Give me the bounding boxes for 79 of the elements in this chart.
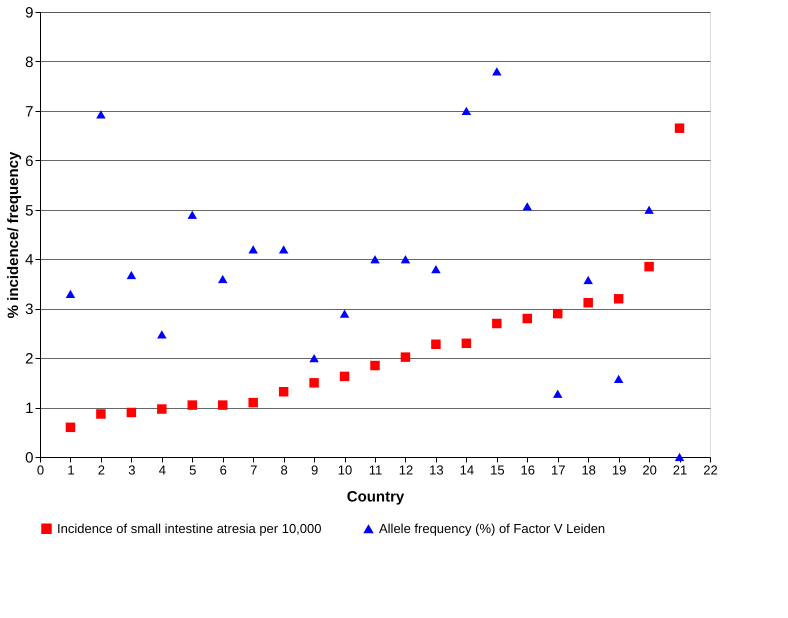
y-tick-label: 1 [25, 400, 34, 418]
x-tick-label: 0 [36, 462, 44, 478]
point [431, 265, 441, 274]
point [492, 67, 502, 76]
x-tick-label: 9 [310, 462, 318, 478]
x-tick-label: 5 [189, 462, 196, 478]
point [309, 354, 319, 362]
point [248, 398, 258, 408]
point [492, 318, 502, 328]
point [552, 390, 562, 398]
legend-label: Allele frequency (%) of Factor V Leiden [379, 520, 606, 536]
point [462, 338, 472, 348]
point [644, 262, 654, 272]
x-axis-title: Country [346, 488, 405, 506]
y-tick-label: 7 [25, 103, 34, 120]
point [614, 294, 624, 304]
x-tick-label: 10 [338, 462, 352, 478]
x-tick-label: 19 [612, 462, 626, 478]
point [188, 210, 198, 219]
point [583, 298, 593, 308]
point [126, 270, 136, 280]
point [400, 352, 410, 362]
point [188, 400, 198, 410]
point [248, 245, 258, 254]
point [644, 206, 654, 214]
point [370, 360, 380, 370]
point [66, 290, 76, 298]
point [66, 422, 76, 432]
point [96, 110, 106, 118]
x-tick-label: 12 [398, 462, 414, 478]
point [218, 400, 228, 410]
x-tick-label: 20 [642, 462, 657, 478]
point [552, 308, 562, 318]
point [522, 202, 532, 210]
x-tick-label: 6 [220, 462, 227, 478]
y-tick-label: 5 [25, 202, 34, 220]
x-tick-label: 4 [158, 462, 166, 478]
point [340, 310, 350, 318]
point [370, 255, 380, 264]
x-tick-label: 13 [429, 462, 444, 478]
point [278, 386, 288, 396]
x-tick-label: 14 [460, 462, 474, 478]
x-tick-label: 7 [250, 462, 258, 478]
x-tick-label: 8 [280, 462, 288, 478]
x-tick-label: 21 [672, 462, 688, 478]
y-tick-label: 8 [25, 54, 34, 71]
x-tick-label: 11 [368, 462, 382, 478]
x-tick-label: 22 [703, 462, 718, 478]
point [340, 372, 350, 382]
point [400, 255, 410, 264]
y-tick-label: 2 [25, 350, 34, 368]
point [583, 276, 593, 284]
point [674, 123, 684, 133]
x-tick-label: 3 [128, 462, 136, 478]
y-tick-label: 6 [25, 152, 34, 170]
x-tick-label: 1 [67, 462, 75, 478]
x-tick-label: 2 [98, 462, 106, 478]
x-tick-label: 16 [520, 462, 536, 478]
point [96, 409, 106, 419]
point [674, 452, 684, 462]
x-tick-label: 15 [490, 462, 505, 478]
point [218, 274, 228, 284]
point [157, 330, 167, 338]
point [309, 378, 319, 388]
y-tick-label: 9 [25, 4, 34, 22]
legend-label: Incidence of small intestine atresia per 10,000 [57, 520, 322, 536]
point [278, 245, 288, 254]
y-tick-label: 4 [25, 252, 34, 269]
point [614, 374, 624, 383]
y-tick-label: 0 [25, 450, 34, 466]
y-tick-label: 3 [25, 301, 34, 318]
y-axis-title: % incidence/ frequency [5, 150, 22, 318]
point [522, 314, 532, 324]
x-tick-label: 17 [550, 462, 566, 478]
x-tick-label: 18 [581, 462, 596, 478]
point [431, 340, 441, 350]
point [126, 408, 136, 418]
point [462, 106, 472, 115]
point [157, 404, 167, 414]
